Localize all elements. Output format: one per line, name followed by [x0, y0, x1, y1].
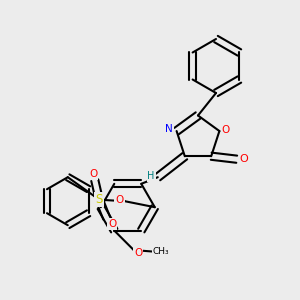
Text: H: H: [148, 171, 155, 181]
Text: O: O: [108, 219, 116, 229]
Text: O: O: [115, 195, 124, 205]
Text: N: N: [165, 124, 173, 134]
Text: O: O: [89, 169, 98, 178]
Text: O: O: [240, 154, 249, 164]
Text: O: O: [134, 248, 142, 258]
Text: S: S: [96, 193, 103, 206]
Text: O: O: [222, 124, 230, 134]
Text: CH₃: CH₃: [152, 247, 169, 256]
